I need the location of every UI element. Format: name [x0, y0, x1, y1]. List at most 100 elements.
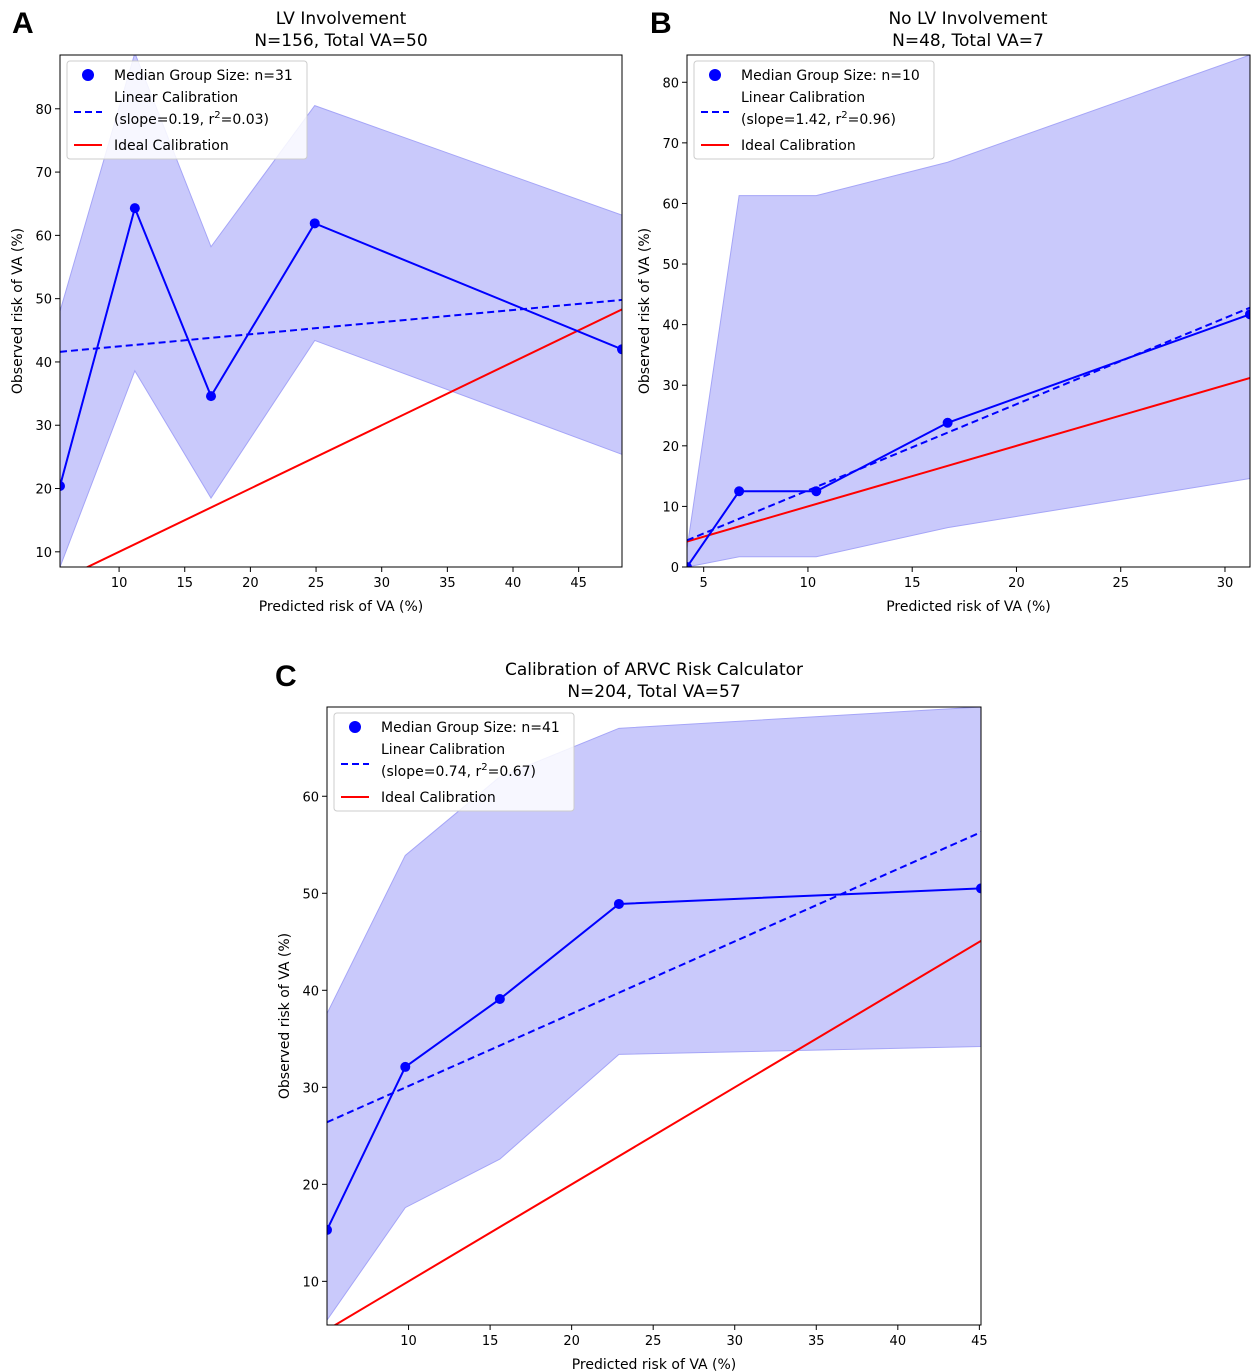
plot-area	[687, 55, 1250, 567]
chart-subtitle: N=204, Total VA=57	[567, 682, 740, 702]
y-tick-label: 30	[302, 1081, 319, 1096]
x-tick-label: 15	[904, 576, 921, 591]
x-tick-label: 40	[890, 1334, 907, 1349]
chart-subtitle: N=156, Total VA=50	[254, 31, 427, 51]
legend-stats-part: (slope=0.19, r	[114, 112, 215, 128]
axes-frame	[59, 54, 623, 568]
y-tick-label: 40	[35, 356, 52, 371]
x-tick-label: 25	[1112, 576, 1129, 591]
chart-title: Calibration of ARVC Risk Calculator	[505, 660, 803, 680]
x-axis-label: Predicted risk of VA (%)	[259, 599, 424, 615]
y-tick-label: 30	[662, 379, 679, 394]
x-axis-label: Predicted risk of VA (%)	[572, 1357, 737, 1371]
ideal-calibration-line	[333, 939, 981, 1325]
y-tick-label: 50	[662, 258, 679, 273]
legend-label-ideal: Ideal Calibration	[114, 138, 229, 154]
axes-frame	[326, 706, 982, 1326]
panel-c: 10 15 20 25 30 35 40 45 10 20 30 40 50 60 Predicted ri…	[275, 660, 988, 1371]
y-tick-label: 40	[662, 319, 679, 334]
legend-stats-superscript: 2	[841, 110, 847, 121]
x-tick-label: 45	[971, 1334, 988, 1349]
x-tick-label: 20	[563, 1334, 580, 1349]
observed-point	[129, 203, 140, 214]
legend-stats-part: (slope=1.42, r	[741, 112, 842, 128]
y-tick-label: 10	[662, 500, 679, 515]
observed-point	[687, 562, 692, 567]
y-tick-label: 70	[662, 137, 679, 152]
x-tick-label: 30	[726, 1334, 743, 1349]
observed-point	[942, 417, 953, 428]
legend-marker-median	[709, 69, 721, 81]
legend-stats-part: (slope=0.74, r	[381, 764, 482, 780]
legend-label-linear-stats: (slope=0.19, r2=0.03)	[114, 110, 269, 128]
x-tick-label: 35	[808, 1334, 825, 1349]
y-axis-label: Observed risk of VA (%)	[637, 228, 653, 394]
panel-letter: A	[12, 7, 34, 40]
x-tick-label: 40	[505, 576, 522, 591]
y-tick-label: 50	[35, 293, 52, 308]
observed-point	[327, 1224, 332, 1235]
legend-stats-superscript: 2	[214, 110, 220, 121]
y-tick-label: 10	[302, 1275, 319, 1290]
y-tick-label: 60	[35, 229, 52, 244]
observed-point	[613, 898, 624, 909]
observed-point	[400, 1061, 411, 1072]
panel-a: 10 15 20 25 30 35 40 45 10 20 30 40 50 60 70 80 Predicte…	[10, 7, 623, 615]
x-tick-label: 25	[645, 1334, 662, 1349]
plot-area	[327, 707, 981, 1325]
axes-frame	[686, 54, 1251, 568]
legend-label-median: Median Group Size: n=41	[381, 720, 560, 736]
legend-stats-part: =0.96)	[848, 112, 896, 128]
x-tick-label: 30	[373, 576, 390, 591]
observed-point	[309, 218, 320, 229]
observed-point	[206, 391, 217, 402]
y-tick-label: 10	[35, 546, 52, 561]
x-tick-label: 5	[700, 576, 708, 591]
x-tick-label: 45	[570, 576, 587, 591]
x-tick-label: 20	[1008, 576, 1025, 591]
panel-letter: C	[275, 660, 297, 693]
panel-letter: B	[650, 7, 672, 40]
y-tick-label: 20	[35, 483, 52, 498]
linear-calibration-line	[60, 298, 622, 353]
x-tick-label: 10	[400, 1334, 417, 1349]
y-tick-label: 80	[35, 103, 52, 118]
x-tick-label: 15	[176, 576, 193, 591]
panel-b: 5 10 15 20 25 30 0 10 20 30 40 50 60 70 80 Predicted ri…	[637, 7, 1251, 615]
legend-label-median: Median Group Size: n=10	[741, 68, 920, 84]
y-tick-label: 20	[302, 1178, 319, 1193]
observed-point	[617, 344, 622, 355]
observed-point	[976, 883, 981, 894]
x-tick-label: 30	[1217, 576, 1234, 591]
legend-label-ideal: Ideal Calibration	[741, 138, 856, 154]
y-tick-label: 70	[35, 166, 52, 181]
legend-marker-median	[82, 69, 94, 81]
legend: Median Group Size: n=10 Linear Calibratio…	[693, 60, 935, 160]
chart-title: LV Involvement	[276, 9, 407, 29]
confidence-band	[60, 55, 622, 567]
legend-label-linear: Linear Calibration	[114, 90, 238, 106]
ideal-calibration-line	[687, 376, 1250, 543]
y-tick-label: 0	[671, 561, 679, 576]
y-tick-label: 80	[662, 76, 679, 91]
y-tick-label: 30	[35, 419, 52, 434]
legend-label-linear: Linear Calibration	[381, 742, 505, 758]
legend-label-linear-stats: (slope=0.74, r2=0.67)	[381, 762, 536, 780]
x-tick-label: 10	[111, 576, 128, 591]
chart-title: No LV Involvement	[888, 9, 1047, 29]
legend-marker-median	[349, 721, 361, 733]
observed-point	[734, 486, 745, 497]
ideal-calibration-line	[85, 308, 622, 567]
plot-area	[60, 55, 622, 567]
y-tick-label: 60	[302, 790, 319, 805]
observed-point	[1245, 309, 1250, 320]
x-tick-label: 20	[242, 576, 259, 591]
y-tick-label: 50	[302, 887, 319, 902]
legend-box	[333, 712, 575, 812]
legend-stats-superscript: 2	[481, 762, 487, 773]
x-tick-label: 10	[800, 576, 817, 591]
chart-subtitle: N=48, Total VA=7	[892, 31, 1044, 51]
confidence-band	[687, 55, 1250, 567]
x-tick-label: 15	[482, 1334, 499, 1349]
